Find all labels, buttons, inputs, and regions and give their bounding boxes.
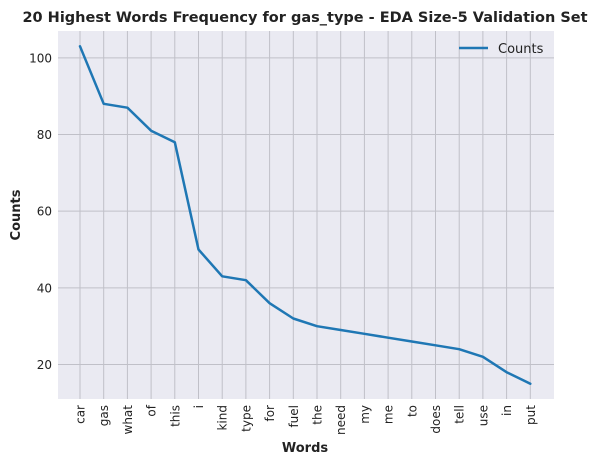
x-tick-label: use (476, 405, 490, 426)
y-tick-label: 100 (29, 51, 52, 65)
x-tick-label: to (405, 405, 419, 417)
x-tick-label: car (74, 405, 88, 424)
x-axis-label: Words (282, 441, 329, 456)
x-tick-label: me (382, 405, 396, 424)
x-tick-label: need (334, 405, 348, 435)
x-tick-label: my (358, 405, 372, 424)
x-tick-label: fuel (287, 405, 301, 428)
plot-area (58, 31, 554, 399)
x-tick-label: in (500, 405, 514, 416)
y-axis-ticks: 20 40 60 80 100 (29, 51, 52, 372)
x-tick-label: tell (453, 405, 467, 424)
y-tick-label: 40 (37, 281, 52, 295)
x-tick-label: does (429, 405, 443, 434)
legend-label-counts: Counts (498, 42, 544, 57)
x-tick-label: of (145, 404, 159, 416)
x-tick-label: the (311, 405, 325, 425)
x-tick-label: gas (97, 405, 111, 426)
y-axis-label: Counts (9, 189, 24, 240)
x-tick-label: i (192, 405, 206, 408)
x-tick-label: type (239, 405, 253, 432)
x-tick-label: what (121, 405, 135, 435)
y-tick-label: 20 (37, 358, 52, 372)
x-tick-label: kind (216, 405, 230, 431)
x-tick-label: put (524, 405, 538, 425)
x-tick-label: this (168, 405, 182, 427)
x-tick-label: for (263, 405, 277, 422)
y-tick-label: 60 (37, 205, 52, 219)
y-tick-label: 80 (37, 128, 52, 142)
chart-title: 20 Highest Words Frequency for gas_type … (22, 10, 587, 26)
